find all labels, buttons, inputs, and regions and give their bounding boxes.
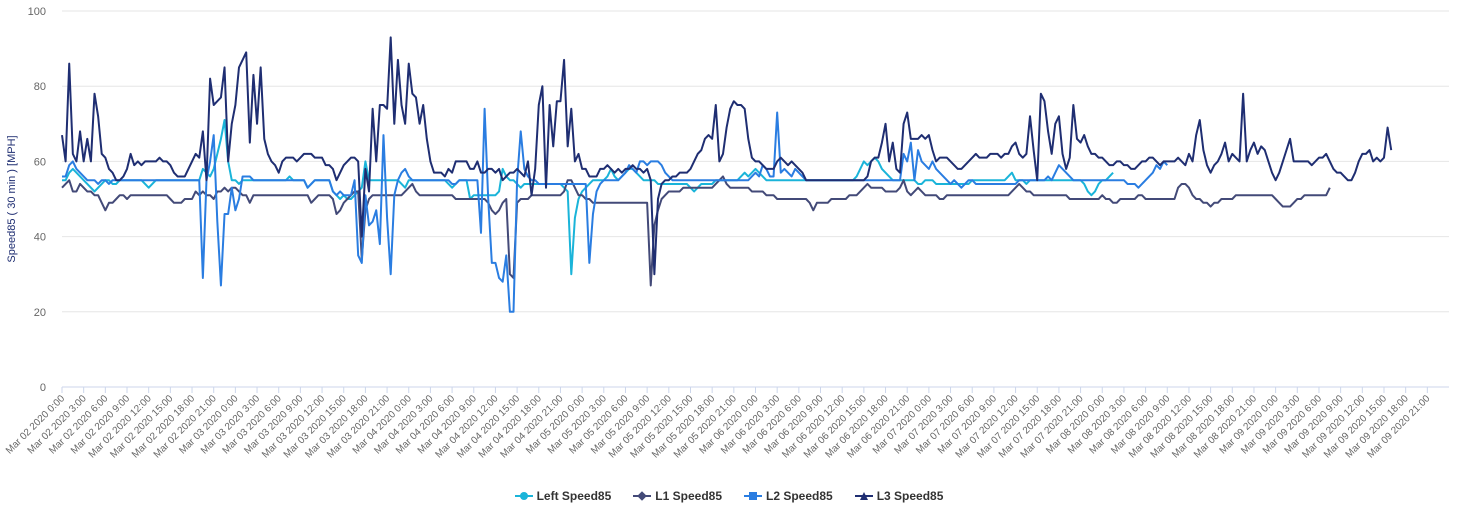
y-tick-label: 0	[40, 382, 46, 394]
legend-item-l1-speed85[interactable]: L1 Speed85	[633, 489, 722, 503]
diamond-marker-icon	[633, 491, 652, 501]
legend-item-l3-speed85[interactable]: L3 Speed85	[854, 489, 944, 503]
legend-label: Left Speed85	[536, 489, 612, 503]
circle-marker-icon	[514, 491, 533, 501]
legend-item-l2-speed85[interactable]: L2 Speed85	[744, 489, 833, 503]
y-tick-label: 100	[28, 6, 46, 18]
grid-lines	[62, 10, 1449, 388]
y-tick-label: 60	[34, 156, 46, 168]
y-tick-label: 80	[34, 81, 46, 93]
y-tick-label: 40	[34, 232, 46, 244]
square-marker-icon	[744, 491, 762, 501]
y-axis-label: Speed85 ( 30 min ) [MPH]	[6, 135, 18, 262]
series-line-l1-speed85[interactable]	[61, 175, 1331, 287]
series-line-l2-speed85[interactable]	[62, 107, 1168, 313]
triangle-marker-icon	[854, 491, 873, 501]
series-line-left-speed85[interactable]	[62, 119, 1114, 276]
legend: Left Speed85 L1 Speed85 L2 Speed85 L3 Speed…	[0, 484, 1458, 508]
legend-item-left-speed85[interactable]: Left Speed85	[514, 489, 612, 503]
legend-label: L2 Speed85	[766, 489, 833, 503]
y-axis-ticks: 0 20 40 60 80 100	[28, 6, 46, 394]
legend-label: L3 Speed85	[876, 489, 944, 503]
series-line-l3-speed85[interactable]	[61, 36, 1393, 276]
series-lines	[61, 36, 1393, 313]
y-tick-label: 20	[34, 307, 46, 319]
legend-label: L1 Speed85	[655, 489, 722, 503]
